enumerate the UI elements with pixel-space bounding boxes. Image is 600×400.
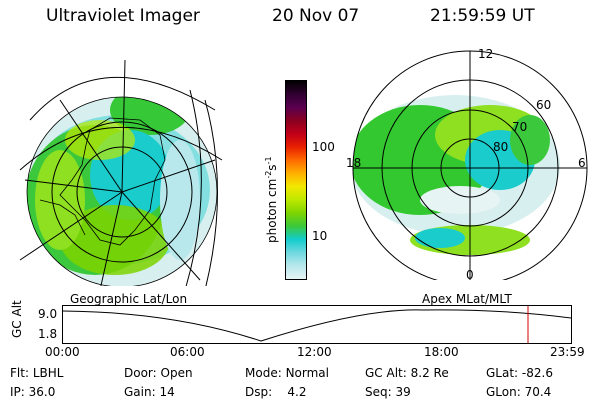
timeline-xtick-0000: 00:00 [45,345,80,359]
apex-map [352,50,588,280]
altitude-timeline-plot [62,305,572,344]
timeline-xtick-1800: 18:00 [424,345,459,359]
colorbar-gradient [286,81,306,279]
mlt-label-12: 12 [478,47,494,61]
colorbar-tick-10: 10 [312,229,328,243]
instrument-title: Ultraviolet Imager [46,6,200,26]
mlt-label-6: 6 [578,156,586,170]
timeline-ytop: 9.0 [38,307,58,321]
apex-map-label: Apex MLat/MLT [422,292,512,306]
apex-aurora-image [353,95,560,255]
apex-grid [352,50,588,280]
colorbar-unit-label: photon cm-2s-1 [264,156,279,243]
lat-label-60: 60 [536,98,552,112]
geo-grid [19,59,223,286]
lat-label-70: 70 [512,120,528,134]
timeline-ybottom: 1.8 [38,327,58,341]
gc-alt-info: GC Alt: 8.2 Re [365,366,449,380]
mlt-label-18: 18 [346,156,362,170]
geo-aurora-image [27,97,217,286]
glon-info: GLon: 70.4 [486,385,552,399]
glat-info: GLat: -82.6 [486,366,553,380]
lat-label-80: 80 [493,140,509,154]
ip-info: IP: 36.0 [10,385,56,399]
door-info: Door: Open [124,366,193,380]
mode-info: Mode: Normal [245,366,329,380]
timeline-ylabel: GC Alt [10,300,24,338]
timeline-xtick-2359: 23:59 [550,345,585,359]
seq-info: Seq: 39 [365,385,411,399]
timeline-xtick-0600: 06:00 [170,345,205,359]
colorbar [285,80,307,280]
time-label: 21:59:59 UT [430,6,535,26]
timeline-xtick-1200: 12:00 [297,345,332,359]
altitude-curve [63,306,571,343]
gain-info: Gain: 14 [124,385,175,399]
flt-info: Flt: LBHL [10,366,64,380]
antarctica-coastline [59,117,166,246]
geographic-map [19,59,223,286]
dsp-info: Dsp: 4.2 [245,385,307,399]
date-label: 20 Nov 07 [272,6,360,26]
mlt-label-0: 0 [466,268,474,282]
geo-map-label: Geographic Lat/Lon [70,292,188,306]
colorbar-tick-100: 100 [312,140,335,154]
